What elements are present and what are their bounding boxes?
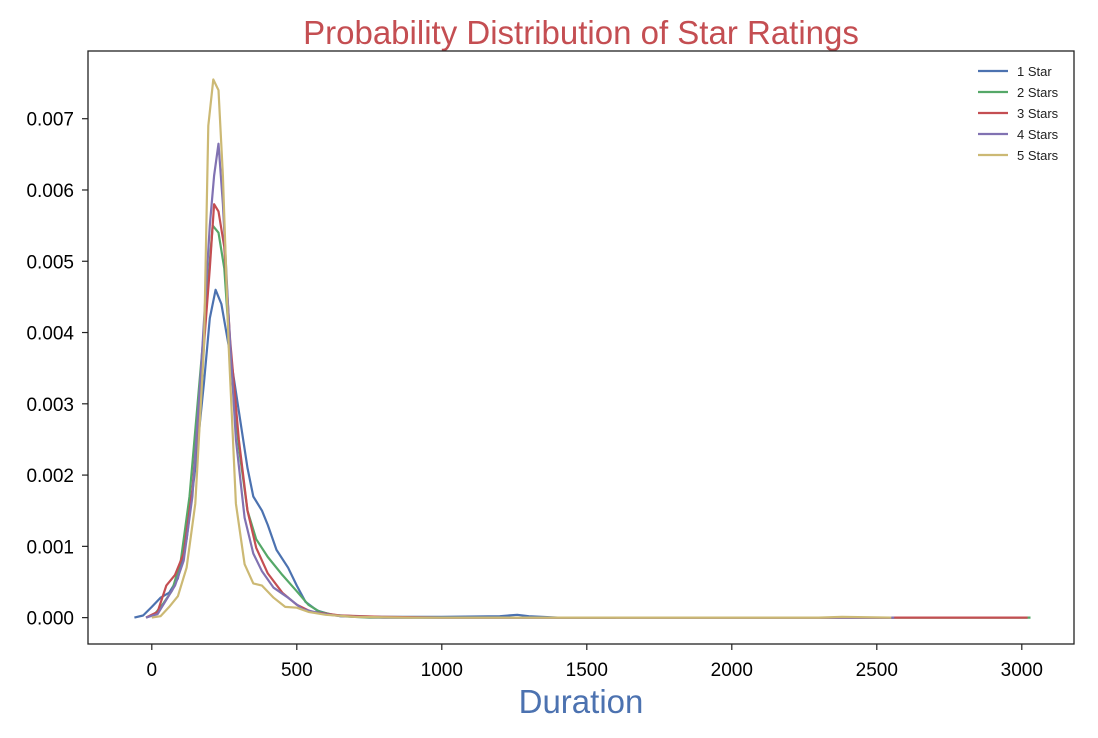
y-tick-label: 0.005 <box>26 252 74 273</box>
y-tick-label: 0.004 <box>26 324 74 345</box>
y-axis: 0.000 0.001 0.002 0.003 0.004 0.005 0.006 0.007 <box>26 110 88 630</box>
x-axis-label: Duration <box>519 683 644 720</box>
x-tick-label: 0 <box>147 660 158 681</box>
x-axis: 0 500 1000 1500 2000 2500 3000 <box>147 644 1043 681</box>
x-tick-label: 2000 <box>711 660 753 681</box>
y-tick-label: 0.002 <box>26 466 74 487</box>
plot-area <box>134 78 1031 619</box>
legend-label: 5 Stars <box>1017 148 1059 163</box>
series-line-5 <box>151 78 892 619</box>
x-tick-label: 1000 <box>421 660 463 681</box>
legend-label: 1 Star <box>1017 64 1052 79</box>
series-line-1 <box>134 288 616 619</box>
x-tick-label: 2500 <box>856 660 898 681</box>
series-line-4 <box>145 142 895 619</box>
y-tick-label: 0.000 <box>26 609 74 630</box>
axes-frame <box>87 50 1075 645</box>
legend-label: 2 Stars <box>1017 85 1059 100</box>
y-tick-label: 0.007 <box>26 110 74 131</box>
series-line-3 <box>145 203 1028 619</box>
legend-label: 3 Stars <box>1017 106 1059 121</box>
legend: 1 Star 2 Stars 3 Stars 4 Stars 5 Stars <box>978 64 1059 163</box>
y-tick-label: 0.003 <box>26 395 74 416</box>
y-tick-label: 0.006 <box>26 181 74 202</box>
x-tick-label: 3000 <box>1001 660 1043 681</box>
chart-title: Probability Distribution of Star Ratings <box>303 14 859 51</box>
legend-label: 4 Stars <box>1017 127 1059 142</box>
series-line-2 <box>145 224 1031 619</box>
x-tick-label: 1500 <box>566 660 608 681</box>
x-tick-label: 500 <box>281 660 313 681</box>
y-tick-label: 0.001 <box>26 537 74 558</box>
